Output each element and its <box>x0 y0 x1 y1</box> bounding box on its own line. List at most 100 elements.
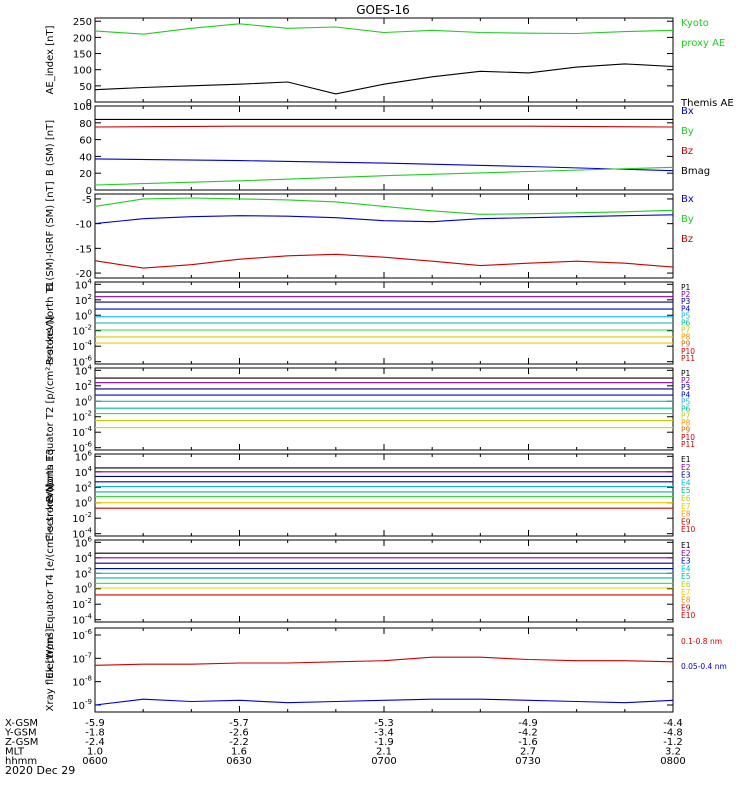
y-tick-label: 10-2 <box>72 597 92 611</box>
table-cell: 2.1 <box>376 747 392 758</box>
y-tick-label: 104 <box>75 465 93 479</box>
legend-label: P3 <box>681 297 691 306</box>
table-cell: 1.6 <box>231 747 247 758</box>
table-cell: -3.4 <box>374 728 394 739</box>
y-tick-label: 104 <box>75 363 93 377</box>
y-axis-label: B (SM) [nT] <box>45 120 56 176</box>
y-tick-label: 100 <box>73 66 92 77</box>
legend-label: P10 <box>681 347 695 356</box>
legend-label: By <box>681 126 694 137</box>
legend-label: E1 <box>681 455 691 464</box>
legend-label: E6 <box>681 580 691 589</box>
table-row-label: Z-GSM <box>5 737 38 748</box>
y-tick-label: 100 <box>73 102 92 113</box>
y-tick-label: 102 <box>75 293 92 307</box>
panel-ae: 0 50 100 150 200 250 AE_index [nT] Kyoto proxy A… <box>45 17 734 109</box>
table-cell: -4.9 <box>518 718 538 729</box>
legend-label: P11 <box>681 354 695 363</box>
legend-label: E10 <box>681 525 696 534</box>
y-tick-label: 60 <box>79 136 92 147</box>
y-tick-label: 104 <box>75 277 93 291</box>
legend-label: P11 <box>681 440 695 449</box>
y-tick-label: 10-6 <box>72 441 92 455</box>
legend-label: Bz <box>681 234 693 245</box>
y-tick-label: 10-7 <box>72 651 92 665</box>
y-tick-label: 100 <box>75 394 92 408</box>
orbit-time-table: X-GSM -5.9 -5.7 -5.3 -4.9 -4.4 Y-GSM -1.8 -2.6 -3… <box>4 718 686 767</box>
legend-label: E5 <box>681 486 691 495</box>
table-cell: 3.2 <box>665 747 681 758</box>
legend-label: P9 <box>681 426 691 435</box>
y-tick-label: 10-9 <box>72 698 92 712</box>
legend-label: Bx <box>681 194 694 205</box>
panel-frame <box>94 17 674 103</box>
series-line-by <box>94 166 674 186</box>
legend-label: E10 <box>681 611 696 620</box>
y-tick-label: 106 <box>75 449 93 463</box>
y-axis-label: Protons North T1 <box>45 281 56 365</box>
legend-label: P2 <box>681 376 691 385</box>
table-row-label: hhmm <box>5 756 37 767</box>
y-tick-label: 102 <box>75 379 92 393</box>
y-tick-label: 200 <box>73 33 92 44</box>
y-tick-label: -5 <box>82 195 92 206</box>
legend-label: P9 <box>681 340 691 349</box>
plot-title: GOES-16 <box>356 3 410 17</box>
legend-label: P6 <box>681 318 691 327</box>
y-tick-label: 10-4 <box>72 613 92 627</box>
legend-label: P2 <box>681 290 691 299</box>
table-cell: -4.8 <box>663 728 683 739</box>
legend-label: E4 <box>681 478 691 487</box>
y-tick-label: 0 <box>86 186 92 197</box>
legend-label: E7 <box>681 588 691 597</box>
table-cell: 1.0 <box>87 747 103 758</box>
table-cell: -2.6 <box>229 728 249 739</box>
legend-label: E2 <box>681 549 691 558</box>
legend-label: P4 <box>681 390 691 399</box>
table-cell: 2.7 <box>520 747 536 758</box>
y-tick-label: 50 <box>79 82 92 93</box>
legend-label: Bz <box>681 146 693 157</box>
table-cell: 0800 <box>660 756 685 767</box>
y-tick-label: -10 <box>76 220 92 231</box>
y-tick-label: 10-4 <box>72 339 92 353</box>
legend-label: E9 <box>681 603 691 612</box>
table-cell: -1.2 <box>663 737 683 748</box>
table-cell: 0700 <box>371 756 396 767</box>
y-tick-label: 104 <box>75 551 93 565</box>
y-tick-label: 10-2 <box>72 511 92 525</box>
y-tick-label: 100 <box>75 308 92 322</box>
y-tick-label: 102 <box>75 566 92 580</box>
legend-label: Bx <box>681 106 694 117</box>
legend-label: P7 <box>681 326 691 335</box>
panel-frame <box>94 539 674 623</box>
table-cell: -1.9 <box>374 737 394 748</box>
legend-label: E4 <box>681 564 691 573</box>
panel-frame <box>94 453 674 537</box>
legend-label: E7 <box>681 502 691 511</box>
legend-label: Kyoto <box>681 18 709 29</box>
y-tick-label: -15 <box>76 244 92 255</box>
y-tick-label: 10-2 <box>72 324 92 338</box>
legend-label: E1 <box>681 541 691 550</box>
legend-label: Themis AE <box>680 98 734 109</box>
table-row-label: Y-GSM <box>4 728 37 739</box>
y-tick-label: 10-6 <box>72 628 92 642</box>
table-row-label: X-GSM <box>5 718 38 729</box>
y-tick-label: 102 <box>75 480 92 494</box>
y-tick-label: 10-4 <box>72 527 92 541</box>
y-tick-label: 106 <box>75 535 93 549</box>
series-line-0-1-0-8-nm <box>94 656 674 666</box>
legend-label: proxy AE <box>681 38 725 49</box>
y-tick-label: -20 <box>76 269 92 280</box>
table-row-label: MLT <box>5 747 25 758</box>
legend-label: E9 <box>681 517 691 526</box>
date-label: 2020 Dec 29 <box>5 764 75 777</box>
legend-label: E2 <box>681 463 691 472</box>
panel-bsm: 0 20 40 60 80 100 B (SM) [nT] Bx By Bz Bmag <box>45 102 710 197</box>
legend-label: E3 <box>681 471 691 480</box>
legend-label: E8 <box>681 510 691 519</box>
legend-label: P4 <box>681 304 691 313</box>
